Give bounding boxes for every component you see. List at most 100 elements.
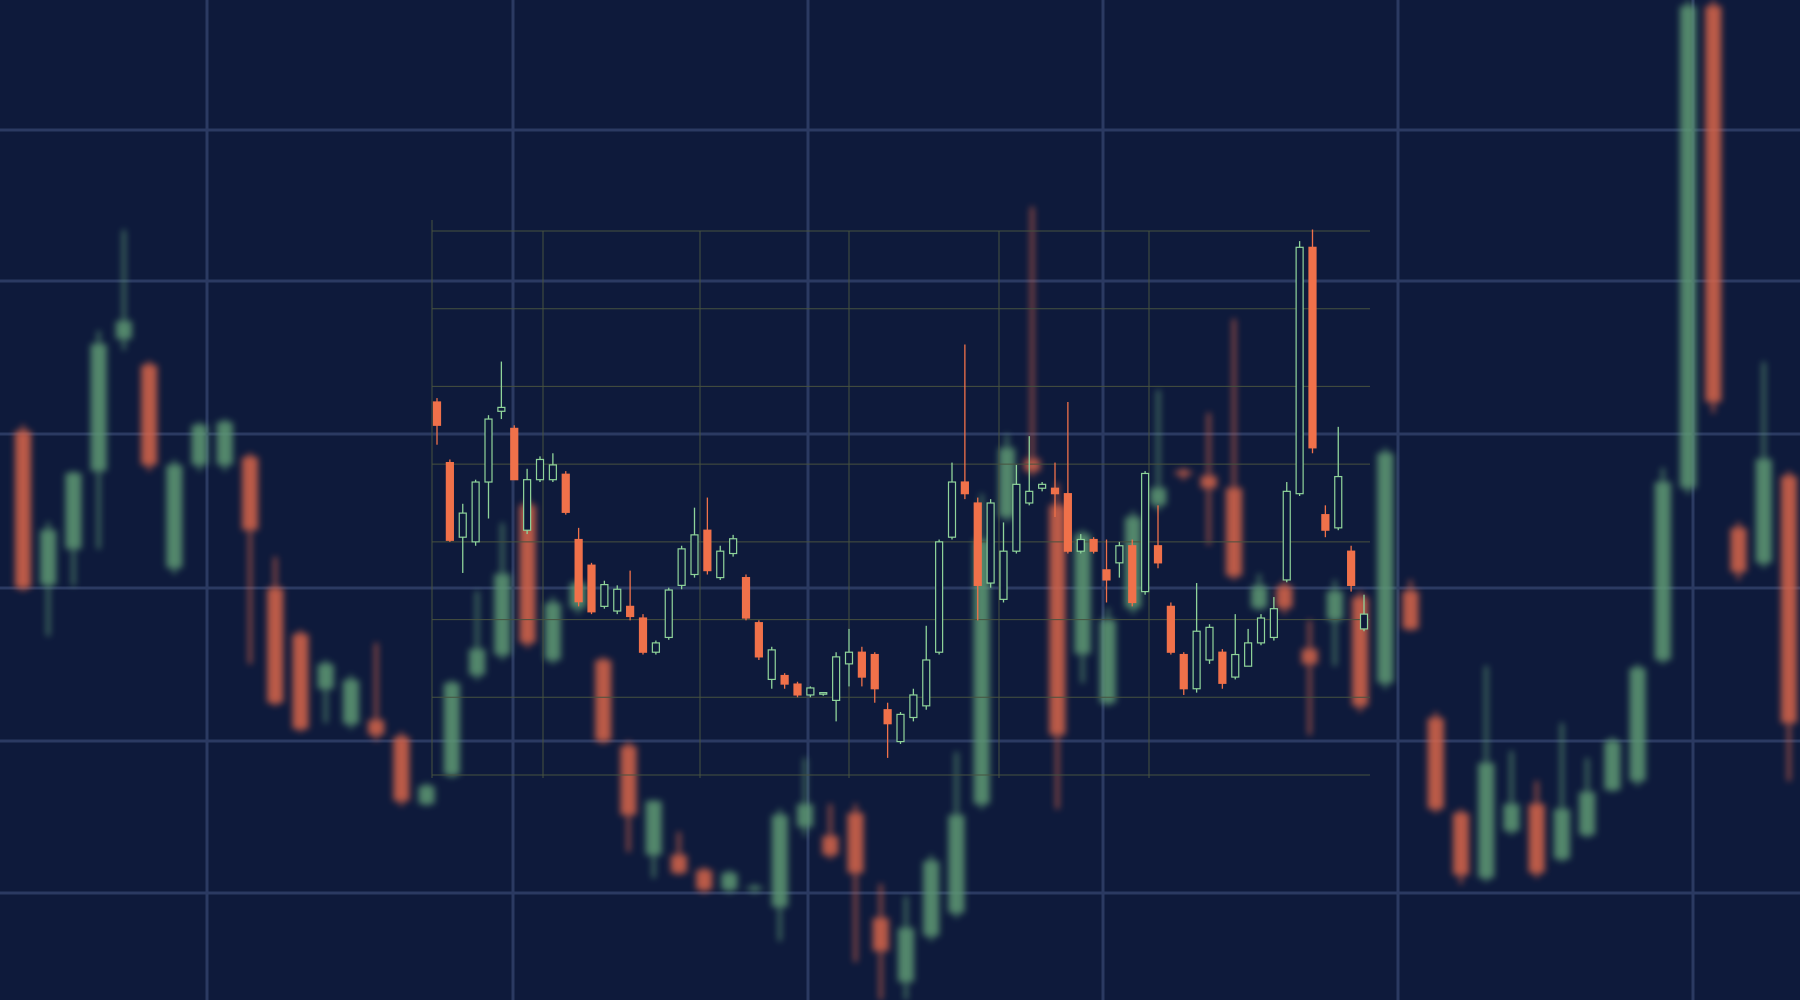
candle-body: [703, 529, 712, 572]
candle-body: [620, 746, 637, 815]
candle-body: [1231, 653, 1240, 678]
candle-body: [1089, 538, 1098, 552]
candle-body: [948, 815, 965, 913]
background-chart: [15, 0, 1797, 1000]
candle-body: [510, 427, 519, 481]
candle-body: [574, 538, 583, 603]
candle-body: [535, 458, 545, 481]
candle-body: [1321, 514, 1330, 531]
candle-body: [754, 622, 763, 658]
candle-body: [696, 870, 713, 890]
candle-body: [626, 605, 635, 618]
candle-body: [469, 649, 486, 675]
candle-body: [1553, 809, 1570, 859]
candle-body: [471, 481, 480, 543]
candle-body: [1781, 476, 1797, 723]
candle-body: [1074, 534, 1091, 654]
candle-body: [822, 836, 839, 855]
candle-body: [819, 692, 828, 695]
candle-body: [793, 683, 802, 696]
candle-body: [1352, 597, 1369, 706]
candle-body: [741, 577, 751, 619]
candle-body: [368, 720, 385, 735]
candle-body: [1402, 591, 1419, 629]
candle-body: [645, 801, 662, 855]
candle-body: [1654, 482, 1671, 660]
foreground-grid: [431, 220, 1150, 778]
candle-body: [1012, 483, 1021, 552]
candle-body: [1050, 487, 1060, 495]
candle-body: [986, 502, 995, 584]
candle-body: [1205, 626, 1214, 661]
candle-body: [1200, 476, 1217, 488]
candle-body: [767, 649, 776, 681]
candle-body: [1192, 630, 1201, 690]
candle-body: [1099, 620, 1116, 703]
candle-body: [587, 564, 596, 613]
candle-body: [484, 418, 493, 483]
candle-body: [1024, 459, 1041, 471]
candle-body: [1478, 763, 1495, 878]
candle-body: [1076, 538, 1085, 552]
candle-body: [1295, 246, 1304, 495]
candle-body: [141, 365, 158, 465]
candle-body: [1347, 550, 1356, 586]
candle-body: [342, 680, 359, 724]
candle-body: [870, 653, 879, 690]
candle-body: [1730, 528, 1747, 572]
candle-body: [973, 502, 982, 586]
candle-body: [519, 505, 536, 643]
candle-body: [1755, 459, 1772, 563]
candle-body: [1218, 651, 1227, 684]
candle-body: [242, 457, 259, 530]
candle-body: [1308, 246, 1317, 449]
candle-body: [847, 813, 864, 873]
candle-body: [1269, 608, 1278, 639]
candle-body: [445, 461, 454, 541]
candle-body: [1359, 613, 1369, 630]
candle-body: [898, 928, 914, 982]
candle-body: [216, 422, 233, 465]
candle-body: [317, 664, 334, 689]
candle-body: [716, 550, 725, 579]
candle-body: [1326, 591, 1343, 620]
candle-body: [267, 588, 284, 703]
candle-body: [494, 574, 511, 655]
candle-body: [690, 534, 699, 576]
candle-body: [638, 617, 648, 653]
candle-body: [909, 694, 918, 719]
candle-body: [1128, 545, 1137, 604]
candle-body: [721, 873, 738, 890]
candle-body: [544, 603, 561, 660]
candle-body: [1166, 605, 1175, 653]
candle-body: [1225, 488, 1242, 576]
candle-body: [947, 481, 957, 538]
candle-body: [292, 634, 309, 729]
candle-body: [1038, 483, 1047, 489]
candle-body: [15, 431, 31, 588]
candle-body: [1579, 792, 1596, 835]
candle-body: [191, 425, 208, 465]
candle-body: [1282, 490, 1291, 581]
candle-body: [595, 660, 612, 741]
candle-body: [1141, 472, 1150, 593]
candle-body: [651, 642, 660, 653]
candle-body: [935, 541, 944, 653]
candle-body: [844, 651, 854, 665]
candle-body: [65, 473, 82, 549]
candle-body: [1503, 804, 1520, 831]
candle-body: [458, 512, 467, 538]
candle-body: [999, 550, 1008, 600]
candle-body: [1705, 6, 1722, 402]
candle-body: [1150, 488, 1167, 505]
candle-body: [1115, 545, 1124, 564]
candle-body: [1377, 453, 1394, 683]
candle-body: [548, 464, 557, 481]
candle-body: [1063, 493, 1072, 552]
candle-body: [746, 887, 763, 890]
candle-body: [1153, 545, 1163, 564]
candle-body: [1334, 475, 1343, 529]
